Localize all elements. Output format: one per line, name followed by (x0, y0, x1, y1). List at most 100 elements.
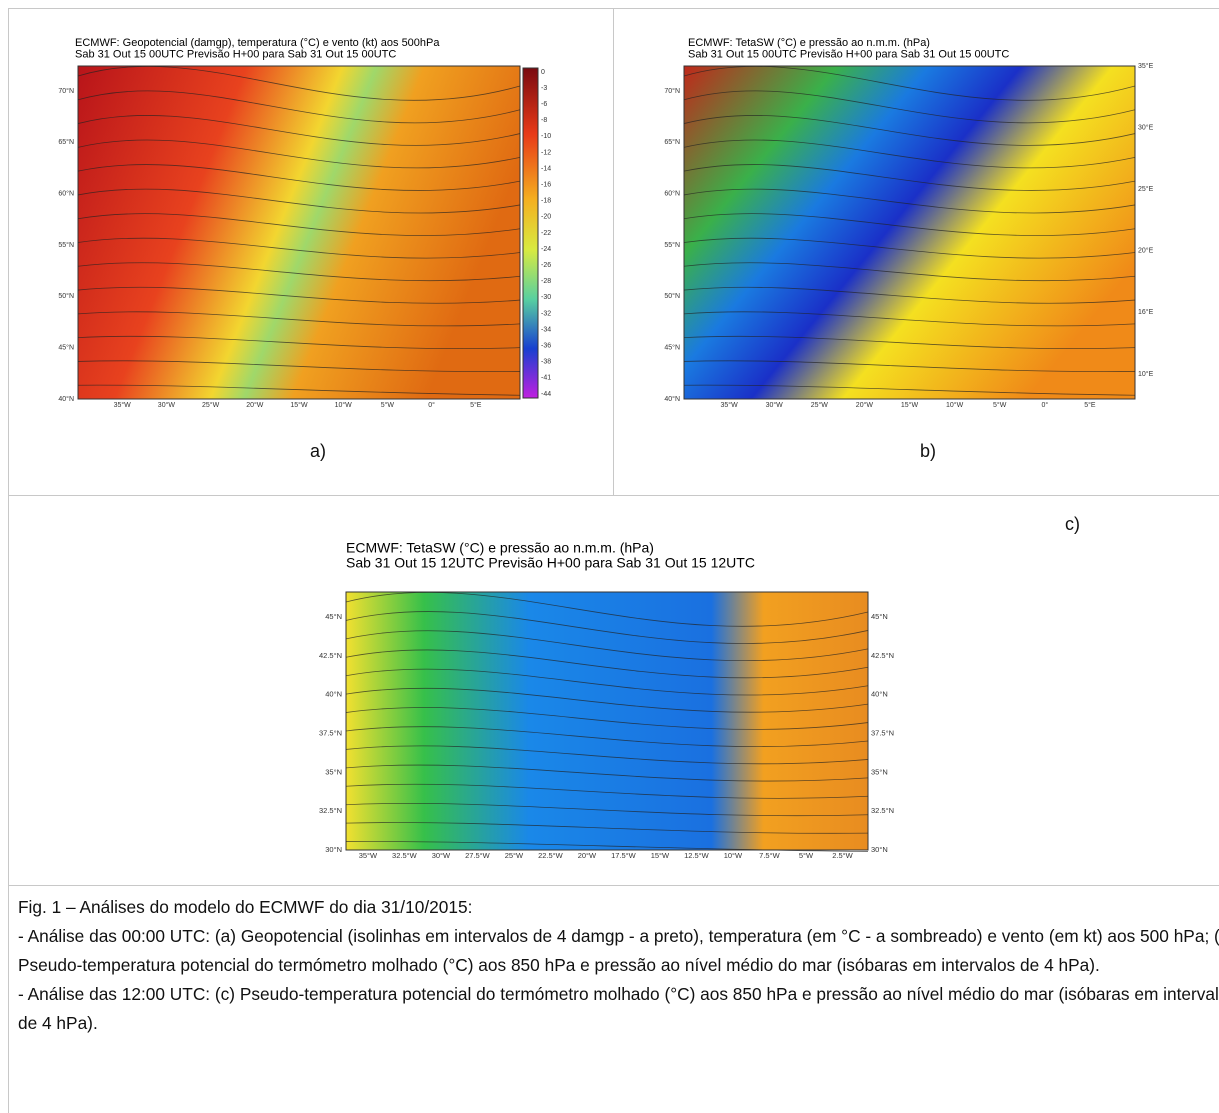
colorbar-label: -24 (541, 246, 551, 253)
lon-tick: 5°E (470, 401, 482, 409)
lon-tick: 5°W (799, 851, 814, 860)
colorbar-label: -3 (541, 85, 547, 92)
right-tick: 20°E (1138, 247, 1154, 255)
lon-tick: 15°W (290, 401, 308, 409)
lat-tick: 70°N (664, 87, 680, 95)
right-tick: 30°N (871, 845, 888, 854)
right-tick: 42.5°N (871, 651, 894, 660)
right-tick: 25°E (1138, 185, 1154, 193)
lon-tick: 35°W (114, 401, 132, 409)
colorbar-label: -16 (541, 182, 551, 189)
lon-tick: 12.5°W (684, 851, 710, 860)
right-tick: 30°E (1138, 123, 1154, 131)
colorbar-label: -26 (541, 262, 551, 269)
caption-line: Fig. 1 – Análises do modelo do ECMWF do … (18, 893, 1219, 922)
lon-tick: 20°W (578, 851, 597, 860)
lon-tick: 15°W (651, 851, 670, 860)
lon-tick: 10°W (335, 401, 353, 409)
map-title: Sab 31 Out 15 00UTC Previsão H+00 para S… (688, 48, 1009, 60)
lat-tick: 50°N (664, 292, 680, 300)
right-tick: 16°E (1138, 308, 1154, 316)
lat-tick: 35°N (325, 767, 342, 776)
colorbar-label: -34 (541, 326, 551, 333)
lat-tick: 32.5°N (319, 806, 342, 815)
lon-tick: 25°W (505, 851, 524, 860)
map (78, 66, 520, 399)
colorbar-label: -36 (541, 343, 551, 350)
lon-tick: 35°W (720, 401, 738, 409)
lat-tick: 50°N (58, 292, 74, 300)
lat-tick: 30°N (325, 845, 342, 854)
right-tick: 40°N (871, 690, 888, 699)
map (684, 66, 1135, 399)
lon-tick: 10°W (724, 851, 743, 860)
map-title: ECMWF: TetaSW (°C) e pressão ao n.m.m. (… (688, 37, 930, 49)
lon-tick: 5°E (1084, 401, 1096, 409)
right-tick: 35°E (1138, 62, 1154, 70)
colorbar-label: -38 (541, 359, 551, 366)
right-tick: 45°N (871, 612, 888, 621)
lon-tick: 32.5°W (392, 851, 418, 860)
right-tick: 37.5°N (871, 728, 894, 737)
colorbar-label: -44 (541, 391, 551, 398)
colorbar-label: -28 (541, 278, 551, 285)
lat-tick: 45°N (664, 344, 680, 352)
lon-tick: 35°W (359, 851, 378, 860)
map-title: ECMWF: Geopotencial (damgp), temperatura… (75, 37, 440, 49)
lon-tick: 5°W (993, 401, 1007, 409)
lat-tick: 40°N (325, 690, 342, 699)
colorbar-label: -41 (541, 375, 551, 382)
map-title: Sab 31 Out 15 00UTC Previsão H+00 para S… (75, 48, 396, 60)
lat-tick: 42.5°N (319, 651, 342, 660)
map-title: Sab 31 Out 15 12UTC Previsão H+00 para S… (346, 554, 755, 570)
colorbar-label: -30 (541, 294, 551, 301)
lon-tick: 20°W (856, 401, 874, 409)
lon-tick: 27.5°W (465, 851, 491, 860)
lon-tick: 0° (428, 401, 435, 409)
colorbar-label: -22 (541, 230, 551, 237)
panel-label: a) (310, 441, 326, 461)
caption-line: - Análise das 00:00 UTC: (a) Geopotencia… (18, 922, 1219, 980)
panel-label: b) (920, 441, 936, 461)
caption-line: - Análise das 12:00 UTC: (c) Pseudo-temp… (18, 980, 1219, 1038)
lat-tick: 37.5°N (319, 728, 342, 737)
caption: Fig. 1 – Análises do modelo do ECMWF do … (18, 893, 1219, 1038)
figures: ECMWF: Geopotencial (damgp), temperatura… (0, 0, 1219, 885)
lon-tick: 17.5°W (611, 851, 637, 860)
colorbar-label: -12 (541, 149, 551, 156)
colorbar-label: -32 (541, 310, 551, 317)
colorbar-label: 0 (541, 69, 545, 76)
lon-tick: 25°W (202, 401, 220, 409)
lat-tick: 45°N (58, 344, 74, 352)
colorbar-label: -18 (541, 198, 551, 205)
lon-tick: 25°W (811, 401, 829, 409)
lon-tick: 30°W (432, 851, 451, 860)
lat-tick: 60°N (58, 190, 74, 198)
lon-tick: 30°W (158, 401, 176, 409)
right-tick: 32.5°N (871, 806, 894, 815)
lon-tick: 7.5°W (759, 851, 780, 860)
colorbar-label: -6 (541, 101, 547, 108)
colorbar-label: -14 (541, 165, 551, 172)
right-tick: 35°N (871, 767, 888, 776)
map-title: ECMWF: TetaSW (°C) e pressão ao n.m.m. (… (346, 540, 654, 556)
lat-tick: 70°N (58, 87, 74, 95)
colorbar-label: -20 (541, 214, 551, 221)
right-tick: 10°E (1138, 370, 1154, 378)
lat-tick: 40°N (58, 395, 74, 403)
lon-tick: 22.5°W (538, 851, 564, 860)
lat-tick: 55°N (58, 241, 74, 249)
lon-tick: 10°W (946, 401, 964, 409)
lon-tick: 2.5°W (832, 851, 853, 860)
lat-tick: 65°N (58, 138, 74, 146)
page: ECMWF: Geopotencial (damgp), temperatura… (0, 0, 1219, 1113)
panel-label: c) (1065, 514, 1080, 534)
lat-tick: 55°N (664, 241, 680, 249)
lat-tick: 65°N (664, 138, 680, 146)
colorbar-label: -8 (541, 117, 547, 124)
lon-tick: 30°W (766, 401, 784, 409)
lon-tick: 5°W (381, 401, 395, 409)
colorbar (523, 68, 538, 398)
lat-tick: 45°N (325, 612, 342, 621)
lat-tick: 60°N (664, 190, 680, 198)
